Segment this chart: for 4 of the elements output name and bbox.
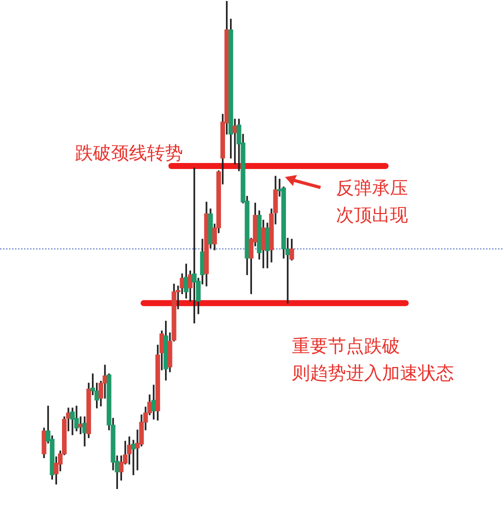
annotation: 则趋势进入加速状态 xyxy=(292,362,455,386)
ref-line-label: 跌破颈线转势 xyxy=(75,142,183,166)
ref-line-label: 重要节点跌破 xyxy=(292,335,400,359)
text: 反弹承压次顶出现 xyxy=(336,177,409,228)
